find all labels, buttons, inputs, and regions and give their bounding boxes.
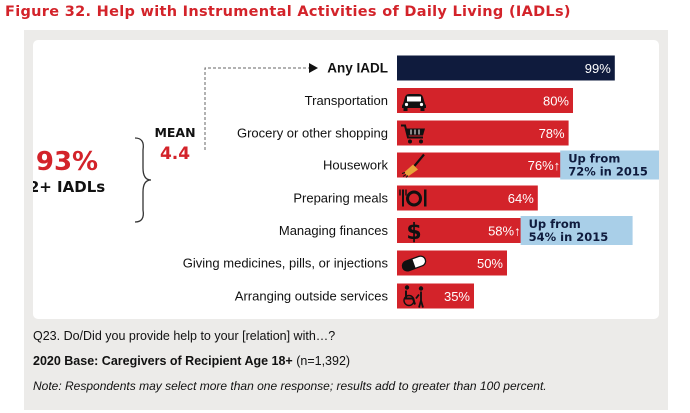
base-text: 2020 Base: Caregivers of Recipient Age 1… <box>33 354 350 368</box>
bar-managing-finances <box>397 218 525 243</box>
bar-grocery-or-other-shopping <box>397 120 569 146</box>
summary-brace <box>134 137 152 223</box>
value-label-any-iadl: 99% <box>585 61 611 76</box>
value-label-preparing-meals: 64% <box>508 191 534 206</box>
mean-label: MEAN <box>154 125 195 140</box>
category-label-preparing-meals: Preparing meals <box>293 191 388 206</box>
summary-percent: 93% <box>36 147 98 177</box>
category-label-transportation: Transportation <box>305 93 388 108</box>
value-label-transportation: 80% <box>543 94 569 109</box>
callout-text: 54% in 2015 <box>529 230 609 244</box>
value-label-giving-medicines-pills-or-injections: 50% <box>477 256 503 271</box>
pill-icon <box>401 255 427 272</box>
dollar-icon: $ <box>406 220 421 245</box>
value-label-managing-finances: 58%↑ <box>488 224 521 239</box>
callout-managing-finances <box>520 216 633 245</box>
bar-housework <box>397 152 565 178</box>
shopping-cart-icon <box>401 124 425 144</box>
category-label-any-iadl: Any IADL <box>327 61 388 76</box>
callout-text: Up from <box>529 217 581 231</box>
question-text: Q23. Do/Did you provide help to your [re… <box>33 329 336 343</box>
callout-text: 72% in 2015 <box>568 165 648 179</box>
bar-any-iadl <box>397 55 615 81</box>
svg-text:$: $ <box>406 220 421 245</box>
connector-arrowhead <box>309 63 318 73</box>
value-label-housework: 76%↑ <box>528 158 561 173</box>
callout-housework <box>560 150 659 180</box>
bar-transportation <box>397 88 573 113</box>
category-label-giving-medicines-pills-or-injections: Giving medicines, pills, or injections <box>183 256 389 271</box>
value-label-grocery-or-other-shopping: 78% <box>539 126 565 141</box>
car-icon <box>402 94 426 111</box>
connector-line <box>204 67 309 150</box>
iadl-bar-chart: Any IADL 99% Transportation 80% Grocery or o… <box>33 55 659 309</box>
mean-value: 4.4 <box>160 144 190 164</box>
category-label-grocery-or-other-shopping: Grocery or other shopping <box>237 126 388 141</box>
category-label-managing-finances: Managing finances <box>279 223 389 238</box>
note-text: Note: Respondents may select more than o… <box>33 379 547 393</box>
category-label-housework: Housework <box>323 158 389 173</box>
wheelchair-icon <box>403 285 424 308</box>
broom-icon <box>401 153 425 178</box>
callout-text: Up from <box>568 152 620 166</box>
plate-cutlery-icon <box>399 189 427 207</box>
base-label: 2020 Base: Caregivers of Recipient Age 1… <box>33 354 293 368</box>
base-n: (n=1,392) <box>292 354 351 368</box>
chart-card: Any IADL 99% Transportation 80% Grocery or o… <box>33 40 659 319</box>
summary-label: 2+ IADLs <box>33 178 105 196</box>
value-label-arranging-outside-services: 35% <box>444 289 470 304</box>
category-label-arranging-outside-services: Arranging outside services <box>235 289 389 304</box>
figure-title: Figure 32. Help with Instrumental Activi… <box>5 4 571 20</box>
